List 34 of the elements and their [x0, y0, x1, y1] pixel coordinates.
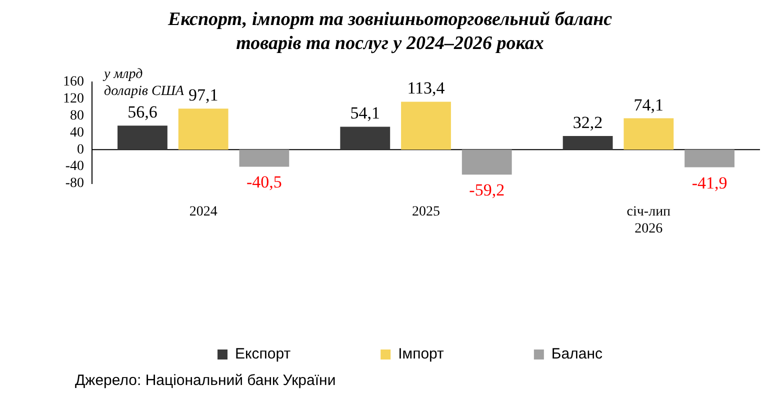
text: Джерело: Національний банк України: [75, 372, 336, 389]
y-tick-label: 80: [70, 108, 84, 124]
chart-title: Експорт, імпорт та зовнішньоторговельний баланс товарів та послуг у 2024–2026 роках: [166, 8, 614, 56]
legend-label: Експорт: [235, 346, 291, 363]
bar: [340, 126, 390, 150]
y-tick-label: -80: [65, 176, 84, 192]
bar: [624, 118, 674, 150]
data-label: 74,1: [634, 95, 664, 114]
bar: [178, 108, 228, 150]
y-tick-label: 0: [77, 142, 84, 158]
bar: [118, 126, 168, 150]
data-label: -59,2: [469, 180, 505, 200]
y-tick-label: 120: [63, 92, 84, 107]
y-tick-label: 40: [70, 125, 84, 140]
bar: [401, 102, 451, 150]
bar: [462, 150, 512, 175]
bar: [684, 150, 734, 168]
y-tick-label: 160: [63, 74, 84, 90]
y-axis-title: у млрд доларів США: [104, 66, 185, 100]
bar: [562, 136, 613, 150]
data-label: 56,6: [128, 102, 158, 122]
x-tick-label: січ-лип 2026: [626, 204, 672, 236]
data-label: 113,4: [407, 78, 446, 98]
data-label: 54,1: [350, 104, 380, 123]
data-label: -40,5: [246, 172, 282, 192]
bar: [239, 150, 290, 167]
x-tick-label: 2024: [189, 204, 218, 220]
x-tick-label: 2025: [412, 204, 440, 220]
data-label: 32,2: [572, 112, 603, 132]
data-label: 97,1: [188, 86, 218, 105]
legend-label: Імпорт: [398, 346, 444, 363]
legend-label: Баланс: [551, 346, 603, 363]
data-label: -41,9: [692, 173, 728, 192]
y-tick-label: -40: [65, 159, 84, 174]
